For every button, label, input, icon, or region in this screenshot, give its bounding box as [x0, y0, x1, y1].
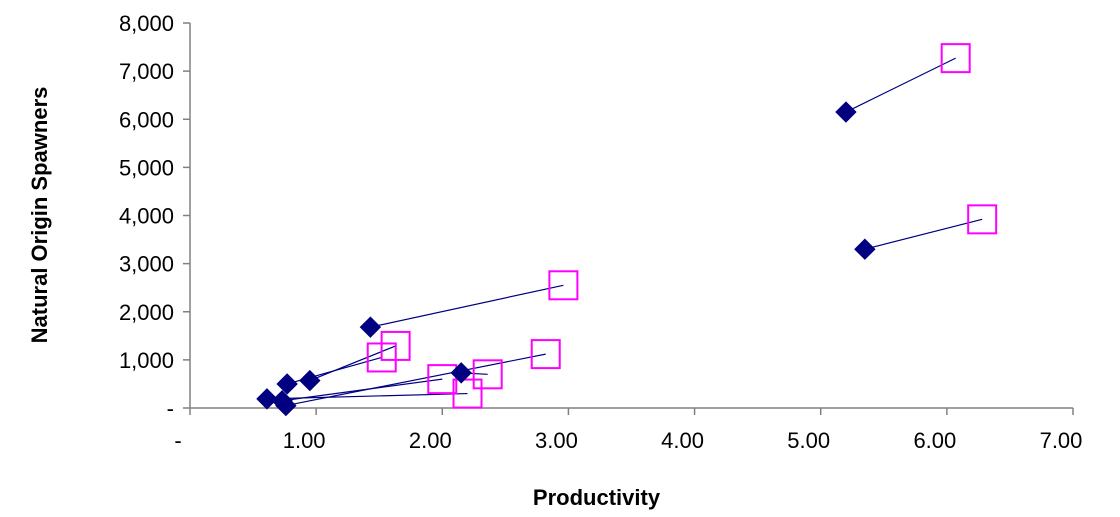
diamond-marker [359, 316, 382, 338]
x-tick-label: 5.00 [787, 428, 830, 453]
y-tick-label: 4,000 [119, 204, 174, 229]
y-tick-label: - [167, 396, 174, 421]
x-tick-label: 2.00 [409, 428, 452, 453]
y-axis-title: Natural Origin Spawners [27, 87, 52, 344]
y-tick-label: 8,000 [119, 11, 174, 36]
square-marker [530, 339, 561, 370]
y-tick-label: 7,000 [119, 59, 174, 84]
connector-line [845, 57, 956, 113]
diamond-marker [854, 238, 876, 260]
square-markers [366, 43, 998, 409]
square-marker [940, 43, 971, 74]
square-marker [366, 342, 397, 373]
y-tick-label: 5,000 [119, 155, 174, 180]
diamond-marker [276, 373, 298, 395]
square-marker [427, 364, 458, 395]
connector-line [285, 353, 546, 407]
diamond-marker [450, 362, 472, 384]
x-tick-label: 7.00 [1040, 428, 1083, 453]
square-marker [548, 270, 579, 301]
x-tick-label: 3.00 [535, 428, 578, 453]
connector-line [370, 284, 564, 328]
connector-line [864, 218, 983, 250]
x-axis-title: Productivity [533, 485, 661, 510]
y-tick-label: 1,000 [119, 348, 174, 373]
connector-lines [266, 57, 983, 407]
y-tick-label: 3,000 [119, 252, 174, 277]
diamond-marker [275, 394, 297, 417]
connector-line [266, 392, 468, 400]
connector-line [309, 345, 396, 382]
y-tick-label: 6,000 [119, 107, 174, 132]
diamond-marker [256, 388, 278, 410]
tick-marks [183, 22, 1074, 415]
diamond-marker [299, 369, 321, 392]
x-tick-label: - [174, 428, 181, 453]
axes [189, 23, 1073, 409]
x-tick-label: 1.00 [283, 428, 326, 453]
diamond-markers [256, 101, 876, 417]
x-tick-label: 6.00 [913, 428, 956, 453]
x-tick-label: 4.00 [661, 428, 704, 453]
diamond-marker [835, 101, 857, 123]
y-tick-labels: - 1,000 2,000 3,000 4,000 5,000 6,000 7,000 8,00… [119, 11, 174, 421]
square-marker [472, 359, 503, 390]
x-tick-labels: - 1.00 2.00 3.00 4.00 5.00 6.00 7.00 [174, 428, 1082, 453]
y-tick-label: 2,000 [119, 300, 174, 325]
square-marker [967, 204, 998, 235]
